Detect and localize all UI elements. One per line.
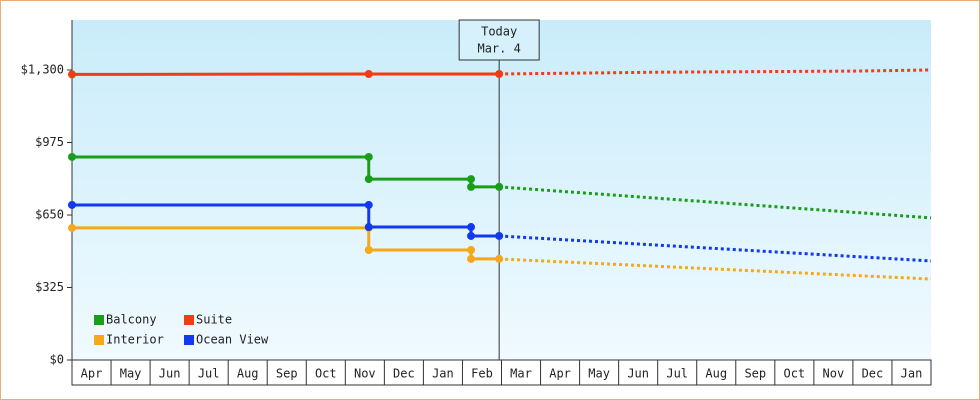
point <box>364 246 373 255</box>
x-tick-label: Feb <box>471 367 493 381</box>
point <box>467 231 476 240</box>
x-tick-label: Apr <box>549 367 571 381</box>
x-tick-label: Nov <box>823 367 845 381</box>
point <box>467 254 476 263</box>
point <box>68 70 76 79</box>
today-box <box>458 19 540 61</box>
legend-label: Ocean View <box>196 333 269 347</box>
legend-swatch <box>94 315 104 325</box>
x-tick-label: Jul <box>198 367 220 381</box>
forecast-line <box>499 185 932 220</box>
history-line <box>72 203 500 238</box>
x-tick-label: Sep <box>744 367 766 381</box>
legend-label: Balcony <box>106 313 157 327</box>
x-tick-label: May <box>588 367 610 381</box>
forecast-line <box>499 68 932 76</box>
point <box>364 152 373 161</box>
forecast-line <box>499 257 932 281</box>
y-tick-label: $975 <box>35 135 64 149</box>
x-tick-label: Jun <box>627 367 649 381</box>
point <box>495 254 504 263</box>
y-tick-label: $1,300 <box>21 62 64 76</box>
point <box>467 182 476 191</box>
x-tick-label: Mar <box>510 367 532 381</box>
x-tick-label: Jan <box>901 367 923 381</box>
point <box>364 200 373 209</box>
x-tick-label: Aug <box>237 367 259 381</box>
x-tick-label: Sep <box>276 367 298 381</box>
today-date: Mar. 4 <box>477 42 520 56</box>
point <box>68 200 76 209</box>
point <box>467 175 476 184</box>
y-tick-label: $325 <box>35 280 64 294</box>
point <box>68 223 76 232</box>
point <box>467 246 476 255</box>
x-tick-label: Dec <box>393 367 415 381</box>
legend-label: Interior <box>106 333 164 347</box>
forecast-line <box>499 234 932 263</box>
legend-label: Suite <box>196 313 232 327</box>
point <box>364 175 373 184</box>
x-tick-label: May <box>120 367 142 381</box>
x-tick-label: Dec <box>862 367 884 381</box>
legend-swatch <box>94 335 104 345</box>
point <box>364 223 373 232</box>
today-label: Today <box>481 25 517 39</box>
legend-swatch <box>184 335 194 345</box>
point <box>495 231 504 240</box>
x-tick-label: Oct <box>315 367 337 381</box>
point <box>495 69 504 78</box>
x-tick-label: Aug <box>705 367 727 381</box>
x-tick-label: Jul <box>666 367 688 381</box>
x-tick-label: Nov <box>354 367 376 381</box>
y-tick-label: $0 <box>50 353 64 367</box>
x-tick-label: Jun <box>159 367 181 381</box>
y-tick-label: $650 <box>35 207 64 221</box>
history-line <box>72 155 500 189</box>
history-line <box>72 226 500 261</box>
x-tick-label: Apr <box>81 367 103 381</box>
point <box>364 69 373 78</box>
point <box>68 152 76 161</box>
legend-swatch <box>184 315 194 325</box>
x-tick-label: Oct <box>783 367 805 381</box>
x-tick-label: Jan <box>432 367 454 381</box>
point <box>467 223 476 232</box>
point <box>495 182 504 191</box>
